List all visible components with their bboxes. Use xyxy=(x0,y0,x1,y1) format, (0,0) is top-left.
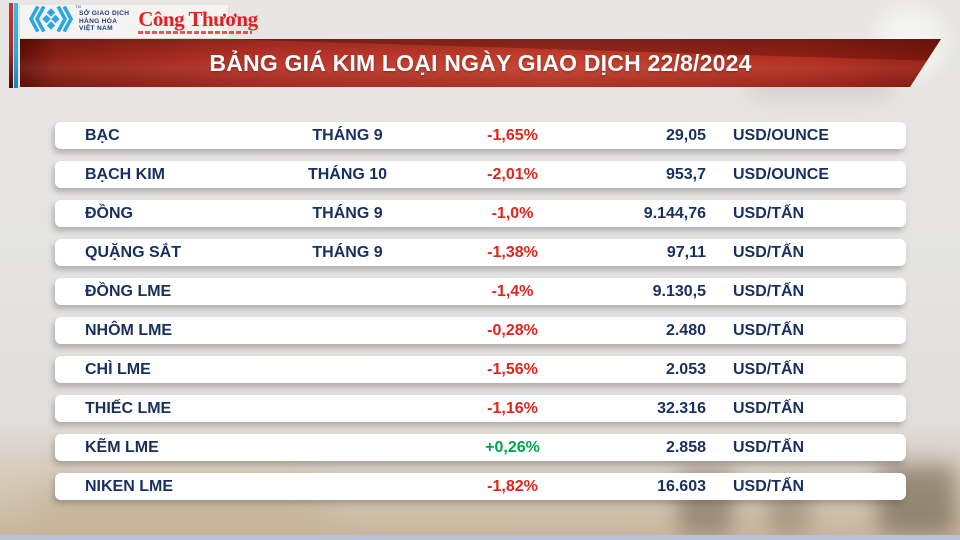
percent-change: +0,26% xyxy=(485,438,540,456)
price-value: 9.144,76 xyxy=(643,204,706,222)
price-value: 9.130,5 xyxy=(652,282,706,300)
price-value: 32.316 xyxy=(657,399,706,417)
commodity-name: CHÌ LME xyxy=(85,360,151,378)
table-row: ĐỒNG THÁNG 9 -1,0% 9.144,76 USD/TẤN xyxy=(55,200,906,227)
price-value: 97,11 xyxy=(666,243,706,261)
commodity-name: ĐỒNG xyxy=(85,204,133,222)
page-title: BẢNG GIÁ KIM LOẠI NGÀY GIAO DỊCH 22/8/20… xyxy=(209,49,752,76)
commodity-name: NHÔM LME xyxy=(85,321,173,339)
price-table: BẠC THÁNG 9 -1,65% 29,05 USD/OUNCE BẠCH … xyxy=(55,122,906,512)
commodity-name: ĐỒNG LME xyxy=(85,282,172,300)
price-value: 2.858 xyxy=(665,438,706,456)
table-row: ĐỒNG LME -1,4% 9.130,5 USD/TẤN xyxy=(55,278,906,305)
price-value: 953,7 xyxy=(665,165,706,183)
commodity-name: KẼM LME xyxy=(85,438,159,456)
price-unit: USD/TẤN xyxy=(733,477,805,495)
mxv-name-line2: HÀNG HÓA xyxy=(79,17,118,25)
commodity-name: QUẶNG SẮT xyxy=(85,243,181,261)
price-unit: USD/TẤN xyxy=(733,282,805,300)
commodity-name: THIẾC LME xyxy=(85,399,172,417)
table-row: CHÌ LME -1,56% 2.053 USD/TẤN xyxy=(55,356,906,383)
table-row: BẠCH KIM THÁNG 10 -2,01% 953,7 USD/OUNCE xyxy=(55,161,906,188)
percent-change: -1,82% xyxy=(487,477,538,495)
price-value: 2.480 xyxy=(665,321,706,339)
percent-change: -1,0% xyxy=(491,204,534,222)
table-row: NIKEN LME -1,82% 16.603 USD/TẤN xyxy=(55,473,906,500)
price-value: 2.053 xyxy=(665,360,706,378)
price-unit: USD/TẤN xyxy=(733,243,805,261)
price-unit: USD/TẤN xyxy=(733,204,805,222)
congthuong-logo-text: Công Thương xyxy=(138,7,258,31)
commodity-name: BẠCH KIM xyxy=(85,165,165,183)
mxv-name-line1: SỞ GIAO DỊCH xyxy=(79,9,130,17)
bottom-edge-strip xyxy=(0,535,960,540)
percent-change: -1,4% xyxy=(491,282,534,300)
percent-change: -2,01% xyxy=(487,165,538,183)
percent-change: -1,38% xyxy=(487,243,538,261)
percent-change: -1,65% xyxy=(487,126,538,144)
left-accent-bar-red xyxy=(9,3,13,88)
commodity-name: BẠC xyxy=(85,126,120,144)
title-banner: BẢNG GIÁ KIM LOẠI NGÀY GIAO DỊCH 22/8/20… xyxy=(20,39,941,87)
table-row: KẼM LME +0,26% 2.858 USD/TẤN xyxy=(55,434,906,461)
table-row: THIẾC LME -1,16% 32.316 USD/TẤN xyxy=(55,395,906,422)
congthuong-tagline-decoration xyxy=(138,31,252,34)
header-logo-bar: TM SỞ GIAO DỊCH HÀNG HÓA VIỆT NAM Công T… xyxy=(20,4,258,38)
price-value: 16.603 xyxy=(657,477,706,495)
congthuong-logo: Công Thương xyxy=(138,7,258,34)
contract-month: THÁNG 10 xyxy=(307,165,388,183)
price-unit: USD/TẤN xyxy=(733,399,805,417)
price-unit: USD/TẤN xyxy=(733,360,805,378)
percent-change: -1,56% xyxy=(487,360,538,378)
mxv-name-line3: VIỆT NAM xyxy=(79,25,113,33)
price-unit: USD/OUNCE xyxy=(733,126,830,144)
mxv-exchange-name: SỞ GIAO DỊCH HÀNG HÓA VIỆT NAM xyxy=(79,10,129,34)
price-value: 29,05 xyxy=(665,126,706,144)
table-row: QUẶNG SẮT THÁNG 9 -1,38% 97,11 USD/TẤN xyxy=(55,239,906,266)
percent-change: -0,28% xyxy=(487,321,538,339)
trademark-label: TM xyxy=(75,4,81,9)
left-accent-bar-cyan xyxy=(14,3,18,88)
table-row: BẠC THÁNG 9 -1,65% 29,05 USD/OUNCE xyxy=(55,122,906,149)
price-unit: USD/TẤN xyxy=(733,321,805,339)
price-unit: USD/OUNCE xyxy=(733,165,830,183)
contract-month: THÁNG 9 xyxy=(312,204,383,222)
percent-change: -1,16% xyxy=(487,399,538,417)
table-row: NHÔM LME -0,28% 2.480 USD/TẤN xyxy=(55,317,906,344)
mxv-exchange-logo-icon: TM xyxy=(28,4,81,37)
price-unit: USD/TẤN xyxy=(733,438,805,456)
contract-month: THÁNG 9 xyxy=(312,243,383,261)
contract-month: THÁNG 9 xyxy=(312,126,383,144)
commodity-name: NIKEN LME xyxy=(85,477,173,495)
